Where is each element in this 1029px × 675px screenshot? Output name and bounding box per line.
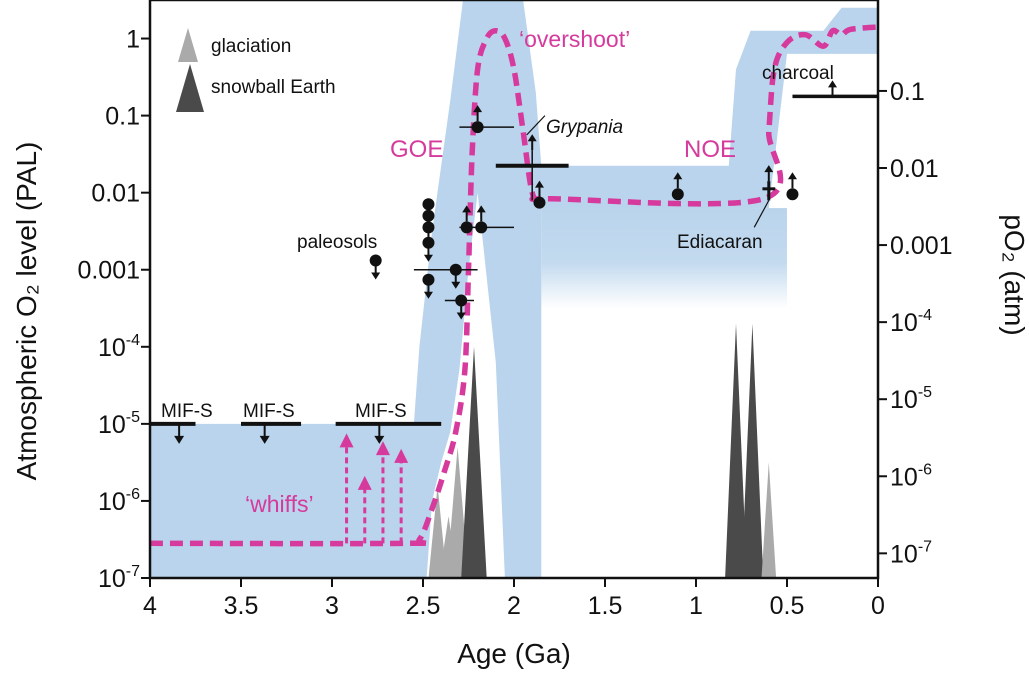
paleosol-arrow-head bbox=[451, 281, 461, 289]
charcoal-arrow-head bbox=[828, 80, 837, 88]
lower-limit-arrow-head bbox=[787, 172, 797, 180]
y-tick-label-right: 10-4 bbox=[890, 307, 932, 337]
y-tick-label-left: 10-5 bbox=[98, 409, 140, 439]
x-tick-label: 0 bbox=[871, 592, 885, 620]
y-axis-title-right: pO₂ (atm) bbox=[999, 214, 1029, 335]
mifs-label-1: MIF-S bbox=[161, 401, 213, 422]
legend-snowball-label: snowball Earth bbox=[211, 77, 336, 98]
lower-limit-arrow-head bbox=[462, 205, 472, 213]
legend-glaciation-icon bbox=[178, 28, 198, 62]
x-tick-label: 2 bbox=[507, 592, 521, 620]
snowball-peak bbox=[725, 323, 747, 578]
mifs-arrow-head bbox=[374, 435, 385, 444]
paleosol-arrow-head bbox=[423, 254, 433, 262]
x-tick-label: 1.5 bbox=[588, 592, 623, 620]
lower-limit-arrow-head bbox=[534, 180, 544, 188]
y-tick-label-left: 10-7 bbox=[98, 563, 140, 593]
paleosol-arrow-head bbox=[456, 312, 466, 320]
mifs-arrow-head bbox=[174, 435, 185, 444]
paleosol-marker bbox=[422, 209, 435, 222]
lower-limit-marker bbox=[533, 196, 546, 209]
paleosol-marker bbox=[422, 236, 435, 249]
x-tick-label: 3.5 bbox=[224, 592, 259, 620]
whiff-arrow-head bbox=[357, 475, 372, 490]
x-axis-title: Age (Ga) bbox=[457, 638, 571, 669]
ediacaran-leader-line bbox=[753, 200, 770, 228]
glaciation-peak bbox=[761, 462, 777, 578]
y-tick-label-right: 10-7 bbox=[890, 538, 932, 568]
goe-label: GOE bbox=[390, 136, 443, 163]
paleosol-arrow-head bbox=[423, 291, 433, 299]
whiffs-label: ‘whiffs’ bbox=[245, 491, 314, 517]
lower-limit-arrow-head bbox=[673, 172, 683, 180]
x-tick-label: 4 bbox=[143, 592, 157, 620]
whiff-arrow-head bbox=[339, 433, 354, 448]
paleosol-marker bbox=[369, 254, 382, 267]
whiff-arrow-head bbox=[375, 441, 390, 456]
paleosol-marker bbox=[422, 198, 435, 211]
lower-limit-marker bbox=[786, 188, 799, 201]
paleosols-label: paleosols bbox=[297, 232, 377, 253]
uncertainty-band-fade bbox=[541, 208, 787, 309]
mifs-label-2: MIF-S bbox=[243, 401, 295, 422]
snowball-peak bbox=[461, 346, 487, 578]
grypania-label: Grypania bbox=[546, 117, 623, 138]
y-tick-label-right: 10-5 bbox=[890, 384, 932, 414]
grypania-leader-line bbox=[526, 115, 546, 136]
y-tick-label-right: 0.01 bbox=[890, 155, 939, 183]
lower-limit-marker bbox=[671, 188, 684, 201]
y-axis-title-left: Atmospheric O₂ level (PAL) bbox=[11, 142, 42, 481]
y-tick-label-right: 0.1 bbox=[890, 78, 925, 106]
snowball-peak bbox=[741, 323, 764, 578]
ediacaran-label: Ediacaran bbox=[677, 232, 763, 253]
y-tick-label-left: 0.1 bbox=[105, 103, 140, 131]
x-tick-label: 3 bbox=[325, 592, 339, 620]
x-tick-label: 2.5 bbox=[406, 592, 441, 620]
lower-limit-arrow-head bbox=[476, 205, 486, 213]
paleosol-marker bbox=[422, 221, 435, 234]
mifs-label-3: MIF-S bbox=[355, 401, 407, 422]
legend-glaciation-label: glaciation bbox=[211, 36, 291, 57]
y-tick-label-left: 10-6 bbox=[98, 486, 140, 516]
y-tick-label-left: 10-4 bbox=[98, 332, 140, 362]
paleosol-marker bbox=[422, 273, 435, 286]
legend-snowball-icon bbox=[176, 64, 204, 112]
y-tick-label-left: 1 bbox=[126, 26, 140, 54]
y-tick-label-right: 0.001 bbox=[890, 232, 953, 260]
x-tick-label: 0.5 bbox=[770, 592, 805, 620]
ediacaran-arrow-head bbox=[764, 165, 774, 173]
x-tick-label: 1 bbox=[689, 592, 703, 620]
charcoal-label: charcoal bbox=[762, 63, 834, 84]
whiff-arrow-head bbox=[394, 448, 409, 463]
lower-limit-arrow-head bbox=[473, 105, 483, 113]
overshoot-label: ‘overshoot’ bbox=[519, 26, 630, 52]
y-tick-label-right: 10-6 bbox=[890, 461, 932, 491]
noe-label: NOE bbox=[684, 136, 736, 163]
mifs-arrow-head bbox=[259, 435, 270, 444]
y-tick-label-left: 0.01 bbox=[91, 180, 140, 208]
grypania-arrow-head bbox=[527, 134, 537, 142]
y-tick-label-left: 0.001 bbox=[77, 257, 140, 285]
glaciation-peak bbox=[428, 485, 447, 578]
o2-trajectory-line bbox=[150, 24, 878, 547]
paleosol-arrow-head bbox=[371, 272, 381, 280]
uncertainty-band bbox=[150, 0, 878, 578]
